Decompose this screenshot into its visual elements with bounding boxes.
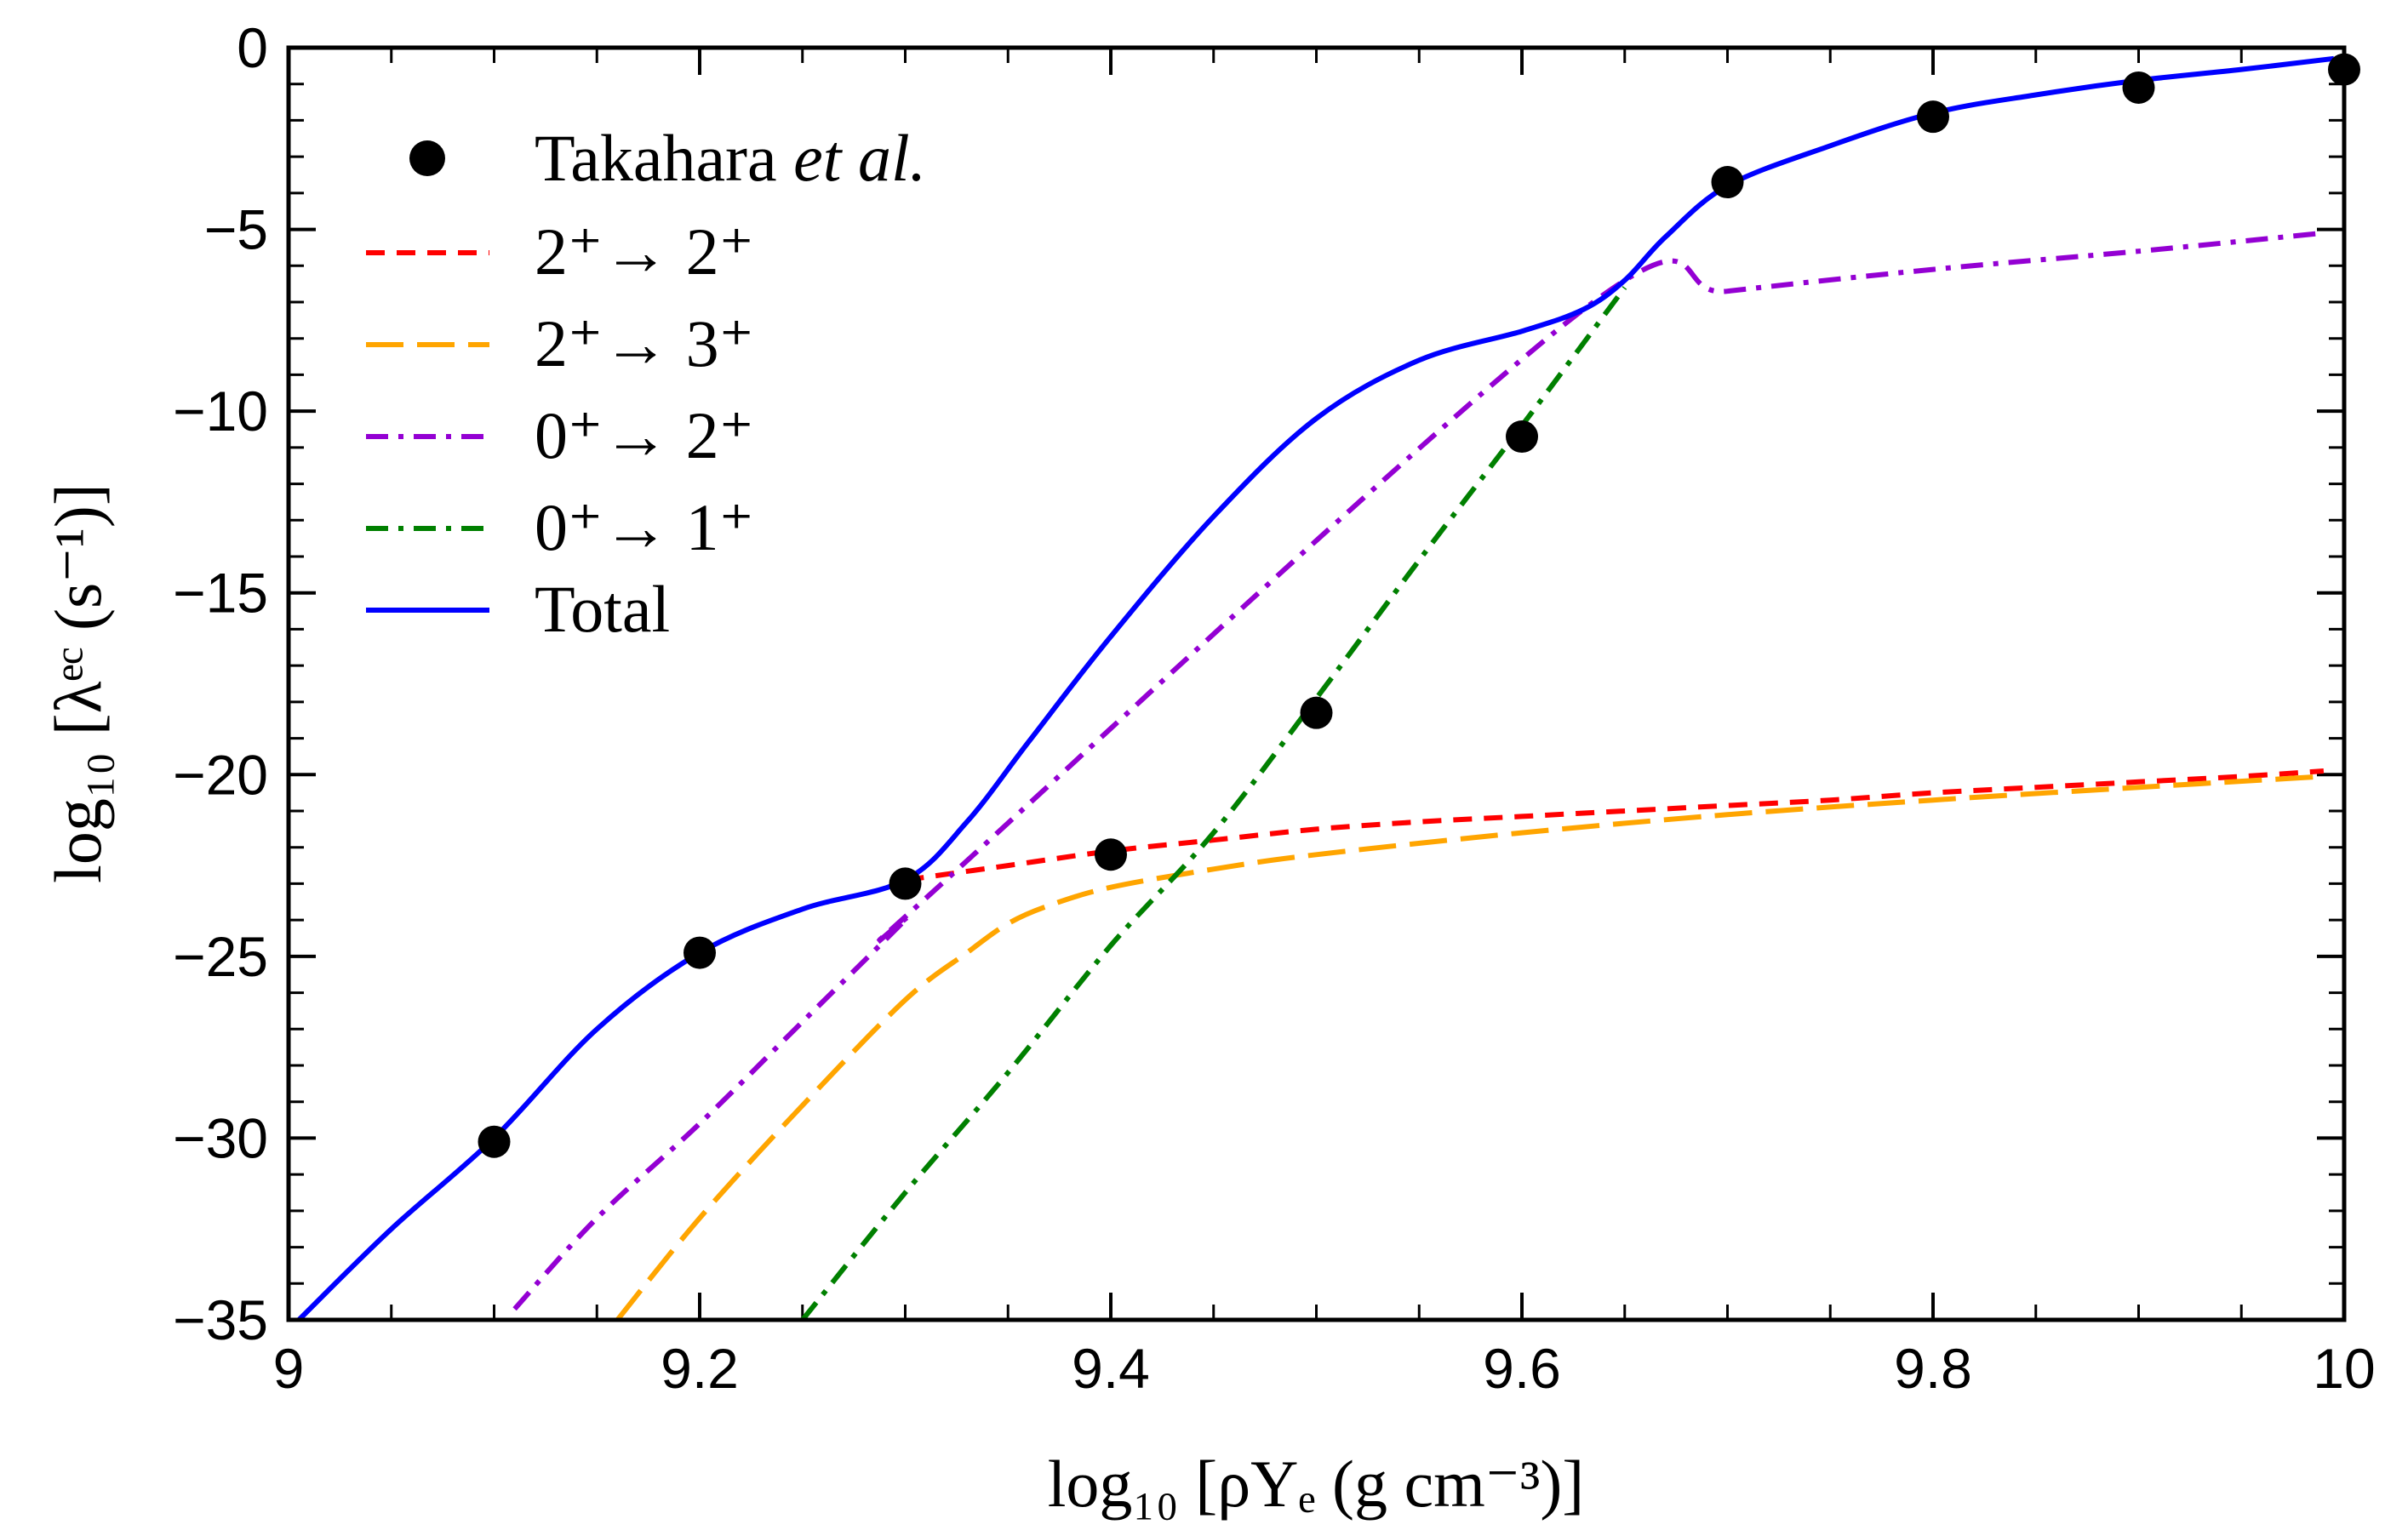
data-point-takahara	[2122, 71, 2155, 104]
x-axis-label: log₁₀ [ρYₑ (g cm⁻³)]	[1048, 1447, 1585, 1521]
x-tick-label: 9.6	[1483, 1337, 1561, 1400]
y-tick-label: −20	[173, 743, 268, 806]
series-line-0p-2p	[512, 230, 2325, 1311]
legend-label-total: Total	[535, 572, 670, 646]
y-tick-label: −15	[173, 562, 268, 625]
legend-label-2p-3p: 2⁺→ 3⁺	[535, 306, 754, 380]
data-point-takahara	[1917, 100, 1949, 134]
legend-label-2p-2p: 2⁺→ 2⁺	[535, 214, 754, 288]
series-line-2p-2p	[905, 768, 2325, 883]
y-tick-label: −30	[173, 1106, 268, 1169]
series-line-0p-1p	[800, 286, 1627, 1322]
legend-label-0p-1p: 0⁺→ 1⁺	[535, 490, 754, 564]
x-tick-label: 9	[273, 1337, 305, 1400]
y-axis-label: log₁₀ [λᵉᶜ (s⁻¹)]	[41, 483, 115, 883]
y-tick-label: −5	[204, 198, 268, 261]
data-point-takahara	[1506, 420, 1538, 454]
legend-label-0p-2p: 0⁺→ 2⁺	[535, 398, 754, 472]
data-point-takahara	[1095, 838, 1127, 871]
data-point-takahara	[1711, 166, 1744, 199]
y-tick-label: 0	[237, 16, 268, 79]
legend: Takahara et al. 2⁺→ 2⁺ 2⁺→ 3⁺ 0⁺→ 2⁺ 0⁺→…	[366, 121, 926, 646]
y-tick-label: −10	[173, 380, 268, 443]
data-point-takahara	[478, 1125, 511, 1158]
series-line-2p-3p	[615, 774, 2325, 1322]
x-tick-label: 9.4	[1072, 1337, 1150, 1400]
y-tick-label: −25	[173, 925, 268, 988]
data-point-takahara	[684, 936, 716, 969]
legend-label-takahara: Takahara et al.	[535, 121, 926, 195]
x-tick-label: 9.8	[1894, 1337, 1972, 1400]
minor-ticks	[289, 48, 2344, 1320]
x-tick-label: 10	[2313, 1337, 2375, 1400]
data-point-takahara	[1300, 696, 1333, 729]
data-point-takahara	[889, 867, 922, 900]
x-tick-label: 9.2	[661, 1337, 739, 1400]
plot-frame	[286, 45, 2347, 1322]
legend-marker-takahara	[409, 140, 445, 176]
y-tick-label: −35	[173, 1288, 268, 1351]
x-tick-labels: 9 9.2 9.4 9.6 9.8 10	[273, 1337, 2376, 1400]
y-tick-labels: 0 −5 −10 −15 −20 −25 −30 −35	[173, 16, 268, 1351]
